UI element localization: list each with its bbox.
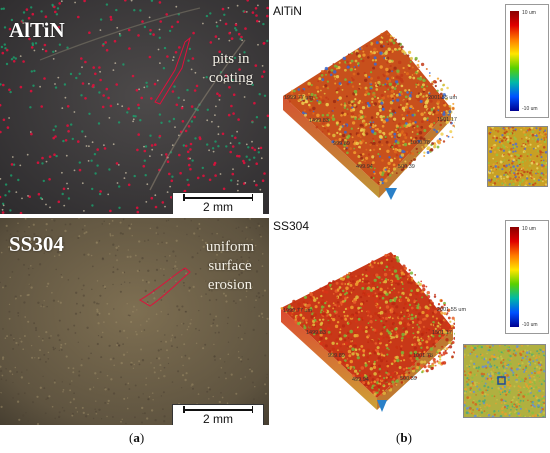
altin-colorbar-max: 10 um (522, 10, 536, 16)
altin-label: AlTiN (9, 18, 65, 42)
ss304-surface-inset (463, 344, 546, 418)
erosion-annotation-line: uniform (205, 239, 255, 255)
ss304-tick-left: 1499.83 (306, 330, 326, 336)
ss304-tick-right: 500.39 (400, 376, 417, 382)
ss304-view-marker (377, 400, 387, 412)
ss304-scale-bar: 2 mm (172, 404, 264, 425)
erosion-annotation-line: surface (208, 258, 252, 274)
ss304-colorbar-min: -10 um (522, 322, 538, 328)
altin-tick-right: 2001.55 um (428, 95, 458, 101)
ss304-micrograph: SS304 uniform surface erosion 2 mm (0, 218, 269, 425)
erosion-annotation: uniform surface erosion (196, 238, 264, 295)
altin-tick-right: 1501.17 (437, 117, 457, 123)
altin-colorbar-min: -10 um (522, 106, 538, 112)
altin-tick-right: 500.39 (398, 164, 415, 170)
altin-tick-left: 1499.83 (309, 118, 329, 124)
pit-outline (154, 36, 191, 105)
pits-annotation-line: coating (208, 70, 254, 86)
ss304-tick-left: 1999.77 um (283, 308, 313, 314)
altin-view-marker (385, 188, 397, 200)
altin-tick-right: 1000.78 (410, 140, 430, 146)
ss304-tick-right: 2001.55 um (437, 307, 467, 313)
caption-a-letter: a (133, 430, 140, 445)
ss304-tick-right: 1501.17 (432, 330, 452, 336)
altin-colorbar: 10 um -10 um (505, 4, 549, 118)
ss304-profile-title: SS304 (273, 219, 310, 233)
pits-annotation-line: pits in (212, 51, 250, 67)
altin-tick-left: 1999.77 um (284, 95, 314, 101)
caption-a: (a) (129, 430, 145, 445)
altin-tick-left: 999.89 (333, 141, 350, 147)
caption-b: (b) (396, 430, 412, 445)
ss304-label: SS304 (9, 232, 64, 256)
erosion-annotation-line: erosion (207, 277, 253, 293)
ss304-tick-left: 999.89 (328, 353, 345, 359)
ss304-micrograph-image (0, 218, 269, 425)
ss304-tick-left: 499.94 (352, 377, 369, 383)
caption-b-letter: b (400, 430, 408, 445)
ss304-surface-plot (280, 252, 455, 412)
altin-micrograph: AlTiN pits in coating 2 mm (0, 0, 269, 214)
altin-tick-left: 499.94 (356, 164, 373, 170)
altin-surface-inset (487, 126, 548, 187)
ss304-colorbar: 10 um -10 um (505, 220, 549, 334)
ss304-colorbar-max: 10 um (522, 226, 536, 232)
altin-scale-bar: 2 mm (172, 192, 264, 214)
ss304-tick-right: 1001.78 (413, 353, 433, 359)
pits-annotation: pits in coating (198, 50, 264, 88)
ss304-scale-text: 2 mm (203, 412, 233, 425)
altin-micrograph-image (0, 0, 269, 214)
altin-profile-title: AlTiN (273, 4, 302, 18)
erosion-outline (139, 267, 191, 307)
altin-scale-text: 2 mm (203, 200, 233, 214)
altin-surface-plot (283, 30, 455, 200)
